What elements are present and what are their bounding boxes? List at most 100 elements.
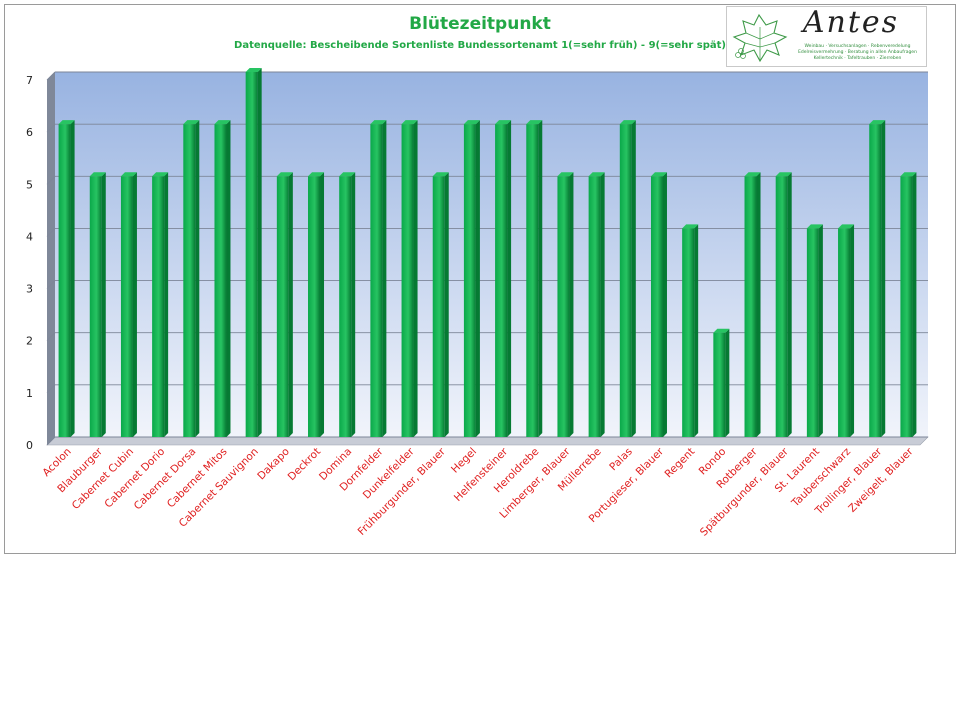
bar-top [339, 172, 356, 177]
bar-side [195, 120, 200, 438]
bar-top [495, 120, 512, 125]
grape-leaf-icon [732, 13, 788, 63]
bar [214, 120, 231, 438]
bar-top [806, 224, 823, 229]
x-tick-label: Regent [663, 446, 698, 481]
bar-top [432, 172, 449, 177]
bar [682, 224, 699, 437]
y-tick-label: 5 [26, 178, 33, 191]
bar-top [463, 120, 480, 125]
bar-front [152, 176, 165, 438]
bar-side [164, 172, 169, 438]
bar-top [775, 172, 792, 177]
bar-front [775, 176, 788, 438]
bar-top [650, 172, 667, 177]
bar-side [475, 120, 480, 438]
bar-top [838, 224, 855, 229]
bar-side [756, 172, 761, 438]
bar-top [120, 172, 137, 177]
bar-front [650, 176, 663, 438]
gridline-side [46, 123, 56, 133]
gridline-side [46, 332, 56, 342]
y-tick-label: 1 [26, 387, 33, 400]
bar-side [70, 120, 75, 438]
bar [744, 172, 761, 438]
bar-top [619, 120, 636, 125]
bar-top [526, 120, 543, 125]
gridline-side [46, 436, 56, 446]
logo-tagline: Weinbau · Versuchsanlagen · Rebenveredel… [798, 44, 917, 61]
x-tick-label: Dakapo [255, 446, 292, 483]
bar [495, 120, 512, 438]
bars [58, 68, 917, 438]
bar-top [245, 68, 262, 72]
plot-area [46, 72, 929, 446]
bar-front [619, 124, 632, 438]
chart-title: Blütezeitpunkt [409, 14, 551, 34]
bar [526, 120, 543, 438]
bar-top [152, 172, 169, 177]
y-axis: 0 1 2 3 4 5 6 7 [26, 74, 33, 452]
bar-top [58, 120, 75, 125]
logo-title: Antes [802, 5, 900, 40]
bar-side [881, 120, 886, 438]
gridline-side [46, 228, 56, 237]
bar-top [682, 224, 699, 229]
plot-floor [46, 436, 929, 446]
gridline-side [46, 384, 56, 394]
bar-front [339, 176, 352, 438]
bar-top [900, 172, 917, 177]
bar-front [401, 124, 414, 438]
bar-front [526, 124, 539, 438]
bar-top [744, 172, 761, 177]
gridline-side [46, 71, 56, 81]
x-tick-label: Deckrot [286, 446, 323, 483]
bar-front [58, 124, 71, 438]
y-tick-label: 3 [26, 283, 33, 296]
bar-side [787, 172, 792, 438]
bar [276, 172, 293, 438]
bar [869, 120, 886, 438]
x-tick-label: Helfensteiner [452, 445, 511, 504]
bar-side [320, 172, 325, 438]
bar [89, 172, 106, 438]
bar-side [818, 224, 823, 437]
bar [650, 172, 667, 438]
bar-front [557, 176, 570, 438]
bar [588, 172, 605, 438]
bar [806, 224, 823, 437]
bar-side [444, 172, 449, 438]
plot-side-wall [47, 72, 55, 445]
bar-top [588, 172, 605, 177]
bar-top [308, 172, 325, 177]
bar-side [288, 172, 293, 438]
y-tick-label: 0 [26, 439, 33, 452]
bar-side [507, 120, 512, 438]
bar-side [413, 120, 418, 438]
bar-top [370, 120, 387, 125]
bar-side [257, 68, 262, 437]
bar [152, 172, 169, 438]
bar-side [351, 172, 356, 438]
antes-logo: Antes Weinbau · Versuchsanlagen · Rebenv… [726, 5, 927, 67]
bar-top [89, 172, 106, 177]
gridline-side [46, 280, 56, 289]
bar-side [132, 172, 137, 438]
x-tick-label: Hegel [449, 446, 479, 476]
bar-top [276, 172, 293, 177]
bar-front [744, 176, 757, 438]
bar [619, 120, 636, 438]
y-tick-label: 4 [26, 230, 33, 243]
bar [463, 120, 480, 438]
bar [183, 120, 200, 438]
bar-front [370, 124, 383, 438]
bar-front [308, 176, 321, 438]
bar-front [276, 176, 289, 438]
bar-top [557, 172, 574, 177]
y-tick-label: 6 [26, 126, 33, 139]
bar-front [214, 124, 227, 438]
bar-side [600, 172, 605, 438]
bar-top [869, 120, 886, 125]
bar [775, 172, 792, 438]
